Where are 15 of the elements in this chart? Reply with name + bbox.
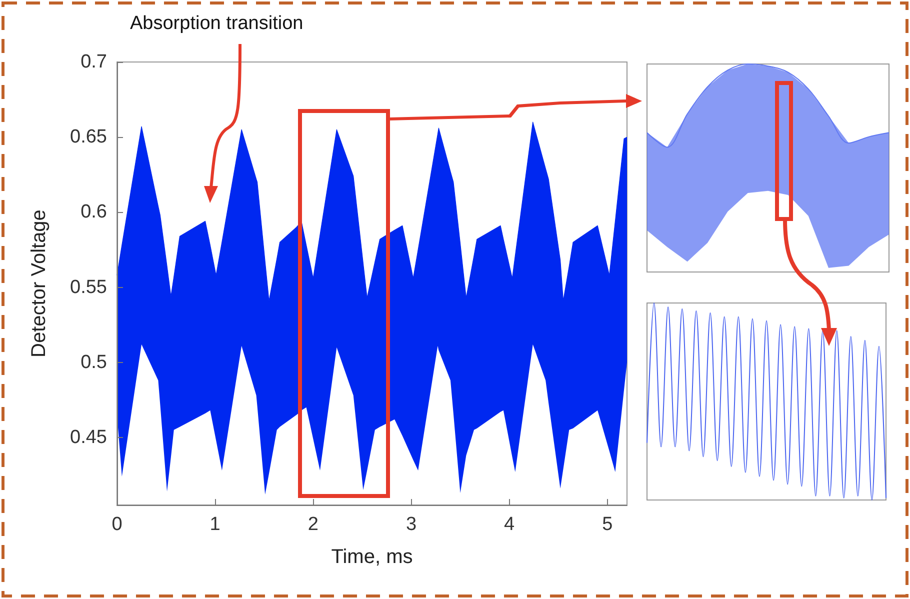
- y-axis-title: Detector Voltage: [28, 210, 50, 358]
- x-tick-label: 5: [602, 514, 613, 535]
- x-tick-label: 1: [210, 514, 220, 535]
- x-tick-label: 3: [406, 514, 417, 535]
- y-tick-label: 0.7: [80, 52, 107, 72]
- x-tick-label: 4: [504, 514, 516, 535]
- y-tick-label: 0.65: [70, 126, 107, 148]
- y-tick-label: 0.45: [70, 426, 107, 448]
- text: Absorption transition: [130, 13, 304, 34]
- x-tick-label: 2: [308, 514, 318, 535]
- y-tick-label: 0.6: [80, 202, 107, 223]
- y-tick-label: 0.55: [70, 276, 107, 298]
- x-axis-title: Time, ms: [331, 546, 413, 568]
- x-tick-label: 0: [112, 514, 122, 535]
- y-tick-label: 0.5: [80, 352, 107, 373]
